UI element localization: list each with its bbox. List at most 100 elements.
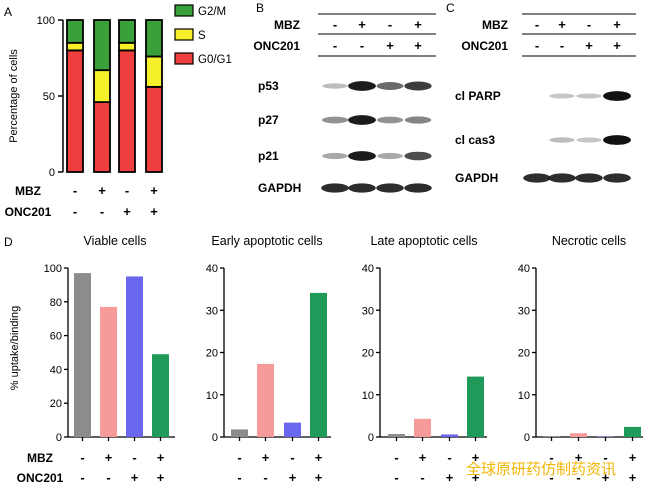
legend-swatch (174, 28, 194, 41)
row-label-onc201: ONC201 (461, 39, 508, 53)
blot-band (576, 93, 602, 99)
treatment-sign: - (106, 470, 110, 485)
y-tick-label: 20 (518, 348, 530, 360)
y-tick-label: 0 (212, 432, 218, 444)
blot-band (348, 115, 376, 125)
treatment-sign: + (150, 183, 158, 198)
treatment-sign: - (290, 450, 294, 465)
legend-swatch (174, 52, 194, 65)
blot-band (523, 173, 551, 183)
bar (543, 436, 560, 437)
treatment-sign: - (535, 38, 539, 53)
stacked-bar-segment (93, 101, 111, 173)
treatment-sign: - (603, 450, 607, 465)
panel-label-c: C (446, 1, 455, 15)
blot-band (404, 81, 432, 91)
chart-title: Viable cells (83, 234, 146, 248)
y-tick-label: 0 (56, 432, 62, 444)
treatment-sign: - (100, 204, 104, 219)
treatment-sign: + (131, 470, 139, 485)
stacked-bar-segment (66, 41, 84, 52)
western-blot-b: MBZ ONC201 - - + - - + + + p53 p27 p21 GAPDH (253, 13, 436, 195)
treatment-sign: + (446, 470, 454, 485)
row-label-mbz: MBZ (274, 18, 300, 32)
y-tick-label: 30 (362, 305, 374, 317)
bar (257, 363, 274, 437)
treatment-sign: - (394, 470, 398, 485)
cell-cycle-chart: 0 50 100 Percentage of cells G2/M S G0/G1 MBZ ON… (5, 4, 232, 219)
blot-row-label: GAPDH (258, 181, 301, 195)
watermark-text: 全球原研药仿制药资讯 (466, 460, 616, 478)
y-axis-label: % uptake/binding (9, 306, 21, 390)
treatment-sign: + (105, 450, 113, 465)
blot-row-label: p21 (258, 149, 279, 163)
row-label-onc201: ONC201 (17, 471, 64, 485)
y-axis-label: Percentage of cells (8, 49, 20, 143)
treatment-sign: + (386, 38, 394, 53)
treatment-sign: + (150, 204, 158, 219)
y-tick-label: 80 (50, 297, 62, 309)
y-tick-label: 20 (206, 348, 218, 360)
treatment-sign: - (549, 470, 553, 485)
panel-label-a: A (4, 5, 12, 19)
treatment-sign: - (237, 450, 241, 465)
treatment-sign: + (613, 38, 621, 53)
stacked-bar-segment (118, 41, 136, 52)
row-label-onc201: ONC201 (5, 205, 52, 219)
treatment-sign: - (73, 204, 77, 219)
western-blot-c: MBZ ONC201 - - + - - + + + cl PARP cl cas3 GAPDH (455, 13, 636, 185)
blot-band (549, 137, 575, 143)
stacked-bar-segment (93, 69, 111, 103)
blot-band (404, 151, 432, 161)
treatment-sign: + (157, 470, 165, 485)
treatment-sign: + (414, 38, 422, 53)
y-tick-label: 40 (518, 263, 530, 275)
blot-row-label: cl PARP (455, 89, 501, 103)
bar (100, 306, 117, 437)
treatment-sign: + (629, 470, 637, 485)
legend-swatch (174, 4, 194, 17)
bar (74, 273, 91, 437)
blot-band (376, 183, 404, 193)
treatment-sign: - (447, 450, 451, 465)
stacked-bar-segment (118, 19, 136, 44)
treatment-sign: - (333, 17, 337, 32)
bar (284, 422, 301, 437)
y-tick-label: 0 (524, 432, 530, 444)
blot-row-label: GAPDH (455, 171, 498, 185)
treatment-sign: - (560, 38, 564, 53)
bar (414, 418, 431, 437)
treatment-sign: + (315, 470, 323, 485)
treatment-sign: + (262, 450, 270, 465)
legend-entry: G0/G1 (198, 54, 232, 66)
treatment-sign: - (125, 183, 129, 198)
row-label-onc201: ONC201 (253, 39, 300, 53)
blot-row-label: cl cas3 (455, 133, 495, 147)
treatment-sign: + (157, 450, 165, 465)
blot-band (575, 173, 603, 183)
blot-band (377, 152, 403, 160)
treatment-sign: + (602, 470, 610, 485)
treatment-sign: + (629, 450, 637, 465)
y-tick-label: 20 (362, 348, 374, 360)
bar (467, 376, 484, 437)
treatment-sign: + (585, 38, 593, 53)
treatment-sign: - (549, 450, 553, 465)
treatment-sign: + (123, 204, 131, 219)
treatment-sign: - (394, 450, 398, 465)
treatment-sign: - (263, 470, 267, 485)
blot-band (322, 83, 348, 89)
treatment-sign: - (73, 183, 77, 198)
legend-entry: S (198, 30, 206, 42)
blot-band (348, 183, 376, 193)
treatment-sign: + (358, 17, 366, 32)
bar (310, 292, 327, 437)
y-tick-label: 10 (362, 390, 374, 402)
treatment-sign: - (388, 17, 392, 32)
chart-title: Necrotic cells (552, 234, 626, 248)
blot-band (348, 81, 376, 91)
y-tick-label: 0 (49, 167, 55, 179)
y-tick-label: 40 (362, 263, 374, 275)
stacked-bar-segment (145, 55, 163, 88)
